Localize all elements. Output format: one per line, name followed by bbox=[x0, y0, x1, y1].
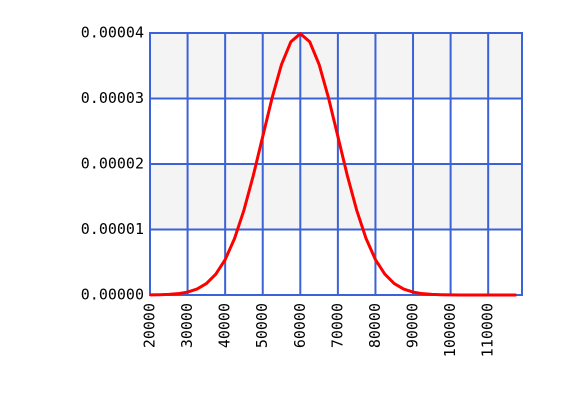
x-tick-label: 50000 bbox=[253, 303, 271, 348]
x-tick-label: 40000 bbox=[216, 303, 234, 348]
plot-band bbox=[150, 33, 522, 99]
x-tick-label: 100000 bbox=[441, 303, 459, 357]
x-tick-label: 80000 bbox=[366, 303, 384, 348]
x-tick-label: 60000 bbox=[291, 303, 309, 348]
x-tick-label: 90000 bbox=[404, 303, 422, 348]
y-tick-label: 0.00003 bbox=[81, 89, 144, 107]
y-tick-label: 0.00002 bbox=[81, 155, 144, 173]
plot-frame bbox=[149, 32, 523, 296]
y-tick-label: 0.00000 bbox=[81, 286, 144, 304]
plot-band bbox=[150, 164, 522, 230]
y-tick-label: 0.00004 bbox=[81, 24, 144, 42]
y-tick-label: 0.00001 bbox=[81, 220, 144, 238]
x-tick-label: 70000 bbox=[328, 303, 346, 348]
x-tick-label: 110000 bbox=[479, 303, 497, 357]
x-tick-label: 30000 bbox=[178, 303, 196, 348]
x-tick-label: 20000 bbox=[141, 303, 159, 348]
line-series bbox=[149, 32, 517, 297]
